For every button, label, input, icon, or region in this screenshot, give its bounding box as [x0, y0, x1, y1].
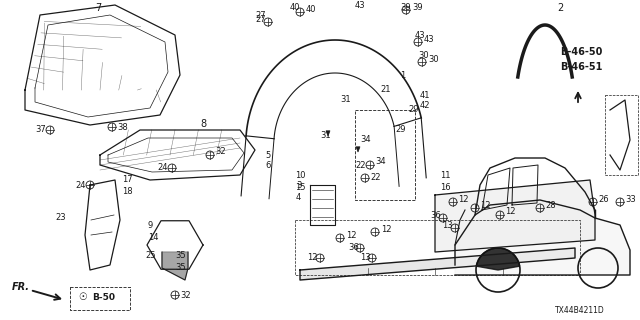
Text: 38: 38	[117, 123, 128, 132]
Text: 43: 43	[415, 30, 426, 39]
Text: 22: 22	[355, 161, 365, 170]
Text: 16: 16	[440, 182, 451, 191]
Polygon shape	[356, 147, 360, 152]
Text: 13: 13	[442, 220, 452, 229]
Text: 6: 6	[265, 161, 270, 170]
Text: 29: 29	[395, 125, 406, 134]
Text: 34: 34	[360, 135, 371, 145]
Text: 36: 36	[430, 211, 441, 220]
Text: 8: 8	[200, 119, 206, 129]
Polygon shape	[162, 252, 188, 280]
Text: 17: 17	[122, 175, 132, 185]
Polygon shape	[326, 131, 330, 136]
Text: 39: 39	[400, 4, 411, 12]
Text: 26: 26	[598, 195, 609, 204]
Text: 7: 7	[95, 3, 101, 13]
Text: TX44B4211D: TX44B4211D	[555, 306, 605, 315]
Text: 12: 12	[381, 225, 392, 234]
Text: 10: 10	[295, 171, 305, 180]
Text: 27: 27	[255, 15, 266, 25]
Text: 33: 33	[625, 195, 636, 204]
Text: 24: 24	[75, 180, 86, 189]
Text: 12: 12	[307, 253, 317, 262]
Text: B-46-51: B-46-51	[560, 62, 602, 72]
Text: 12: 12	[480, 201, 490, 210]
Text: 31: 31	[340, 95, 351, 105]
Text: 3: 3	[296, 180, 301, 189]
Text: 32: 32	[215, 148, 226, 156]
Text: 43: 43	[355, 1, 365, 10]
Text: 11: 11	[440, 171, 451, 180]
Text: B-50: B-50	[92, 293, 115, 302]
Text: 40: 40	[290, 4, 301, 12]
Text: 25: 25	[145, 251, 156, 260]
Text: 12: 12	[346, 230, 356, 239]
Text: 21: 21	[380, 85, 390, 94]
Text: 29: 29	[408, 106, 419, 115]
Polygon shape	[455, 200, 630, 275]
Text: 27: 27	[255, 11, 266, 20]
Text: 14: 14	[148, 234, 159, 243]
Text: 24: 24	[157, 164, 168, 172]
Text: 32: 32	[180, 291, 191, 300]
Text: 40: 40	[306, 5, 317, 14]
Text: FR.: FR.	[12, 282, 30, 292]
Text: 22: 22	[370, 173, 381, 182]
Text: 15: 15	[295, 183, 305, 193]
Text: 42: 42	[420, 100, 431, 109]
Text: 9: 9	[148, 220, 153, 229]
Text: 2: 2	[557, 3, 563, 13]
Polygon shape	[476, 248, 520, 270]
Text: 1: 1	[400, 70, 405, 79]
Text: ☉: ☉	[78, 292, 87, 302]
Text: 43: 43	[424, 35, 435, 44]
Polygon shape	[435, 180, 595, 252]
Text: 12: 12	[458, 195, 468, 204]
Text: 31: 31	[320, 131, 331, 140]
Text: 12: 12	[505, 207, 515, 217]
Text: 35: 35	[175, 251, 186, 260]
Text: 28: 28	[545, 201, 556, 210]
Text: 13: 13	[360, 253, 371, 262]
Text: 4: 4	[296, 194, 301, 203]
Text: B-46-50: B-46-50	[560, 47, 602, 57]
Text: 41: 41	[420, 91, 431, 100]
Text: 18: 18	[122, 188, 132, 196]
Text: 30: 30	[428, 54, 438, 63]
Text: 35: 35	[175, 262, 186, 271]
Text: 34: 34	[375, 157, 386, 166]
Polygon shape	[300, 248, 575, 280]
Text: 30: 30	[418, 51, 429, 60]
Text: 5: 5	[265, 150, 270, 159]
Text: 23: 23	[55, 213, 66, 222]
Text: 36: 36	[348, 244, 359, 252]
Text: 37: 37	[35, 125, 45, 134]
Text: 39: 39	[412, 4, 422, 12]
